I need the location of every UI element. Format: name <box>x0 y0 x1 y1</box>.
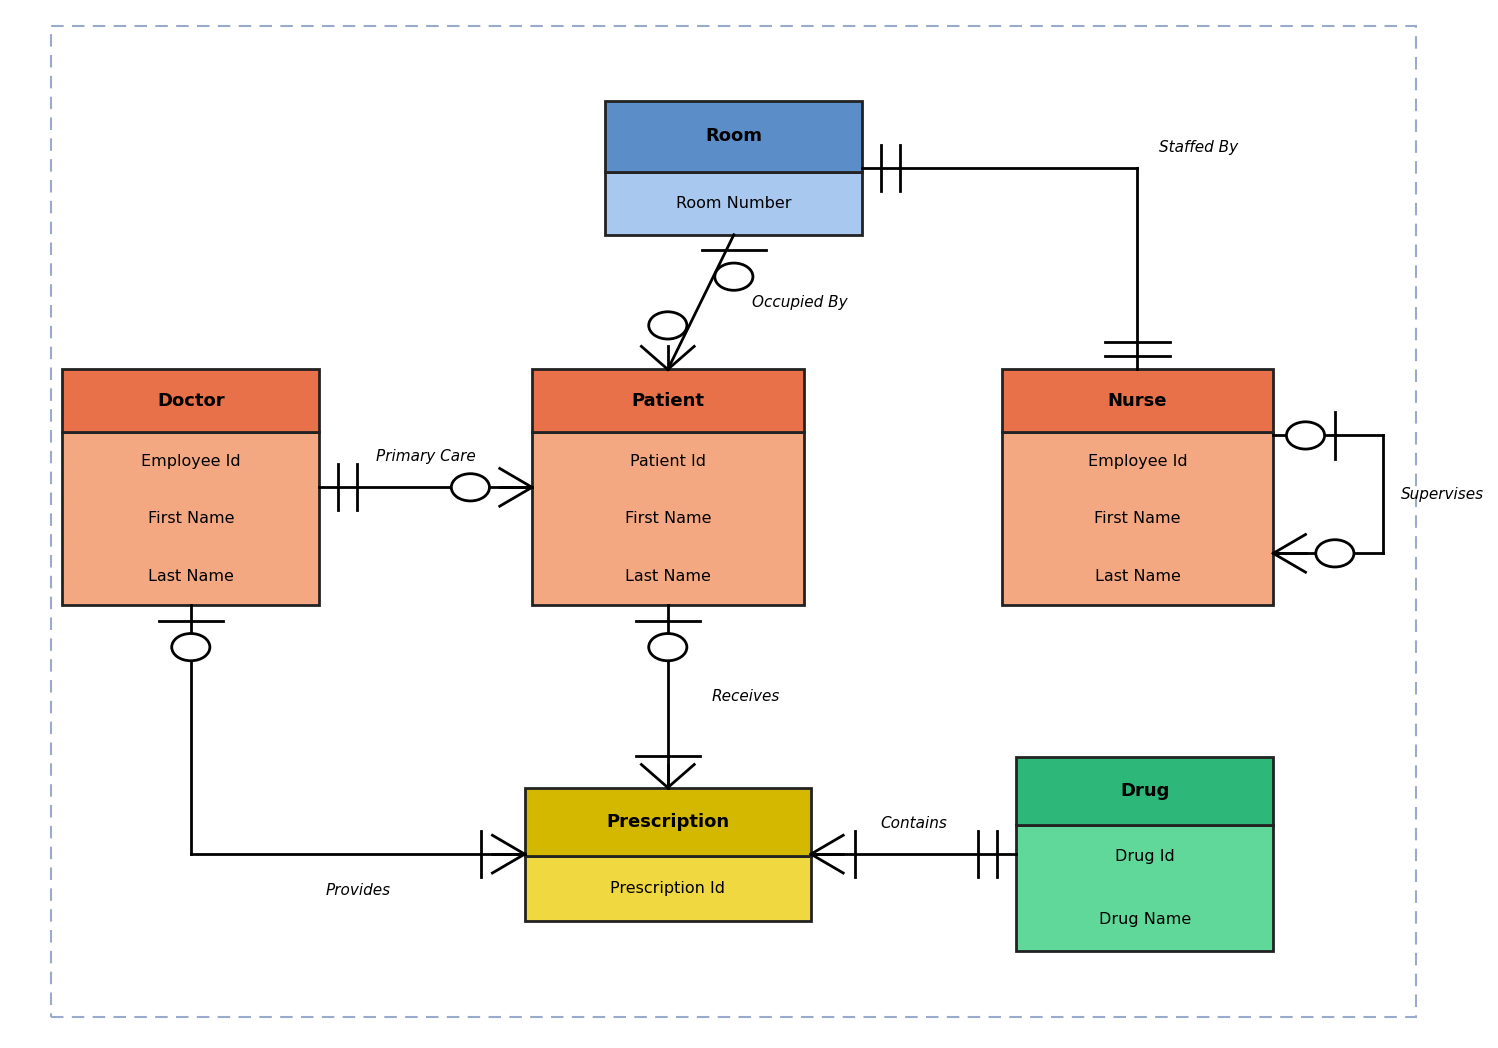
FancyBboxPatch shape <box>1002 432 1273 606</box>
FancyBboxPatch shape <box>63 369 319 432</box>
Text: Supervises: Supervises <box>1401 487 1485 502</box>
Text: Contains: Contains <box>881 816 947 831</box>
FancyBboxPatch shape <box>524 788 810 855</box>
FancyBboxPatch shape <box>605 172 863 235</box>
Circle shape <box>1287 421 1324 449</box>
Circle shape <box>649 311 688 339</box>
Circle shape <box>172 633 210 660</box>
FancyBboxPatch shape <box>1002 369 1273 432</box>
Text: Drug Id: Drug Id <box>1115 849 1174 865</box>
FancyBboxPatch shape <box>605 101 863 172</box>
Text: Last Name: Last Name <box>625 569 710 584</box>
Text: First Name: First Name <box>1094 511 1180 526</box>
Text: Drug: Drug <box>1121 782 1170 801</box>
FancyBboxPatch shape <box>1016 757 1273 826</box>
Text: Prescription: Prescription <box>607 812 730 831</box>
Text: Last Name: Last Name <box>148 569 234 584</box>
FancyBboxPatch shape <box>532 432 803 606</box>
Text: Room Number: Room Number <box>676 196 791 211</box>
Text: Provides: Provides <box>325 883 391 898</box>
Text: Patient Id: Patient Id <box>629 454 706 468</box>
FancyBboxPatch shape <box>1016 826 1273 952</box>
Text: Doctor: Doctor <box>157 392 225 410</box>
Text: Patient: Patient <box>631 392 704 410</box>
Text: Occupied By: Occupied By <box>752 294 848 309</box>
Circle shape <box>1315 540 1354 567</box>
Text: First Name: First Name <box>625 511 712 526</box>
Text: Room: Room <box>706 127 762 146</box>
FancyBboxPatch shape <box>532 369 803 432</box>
Circle shape <box>715 263 753 290</box>
Text: Employee Id: Employee Id <box>141 454 241 468</box>
FancyBboxPatch shape <box>524 855 810 921</box>
Circle shape <box>451 474 490 501</box>
Text: Staffed By: Staffed By <box>1159 140 1239 155</box>
Text: First Name: First Name <box>147 511 234 526</box>
Text: Receives: Receives <box>712 689 780 704</box>
Text: Prescription Id: Prescription Id <box>610 880 725 896</box>
Text: Last Name: Last Name <box>1095 569 1180 584</box>
Text: Employee Id: Employee Id <box>1088 454 1188 468</box>
Text: Drug Name: Drug Name <box>1098 912 1191 927</box>
FancyBboxPatch shape <box>63 432 319 606</box>
Circle shape <box>649 633 688 660</box>
Text: Nurse: Nurse <box>1107 392 1167 410</box>
Text: Primary Care: Primary Care <box>376 450 475 464</box>
